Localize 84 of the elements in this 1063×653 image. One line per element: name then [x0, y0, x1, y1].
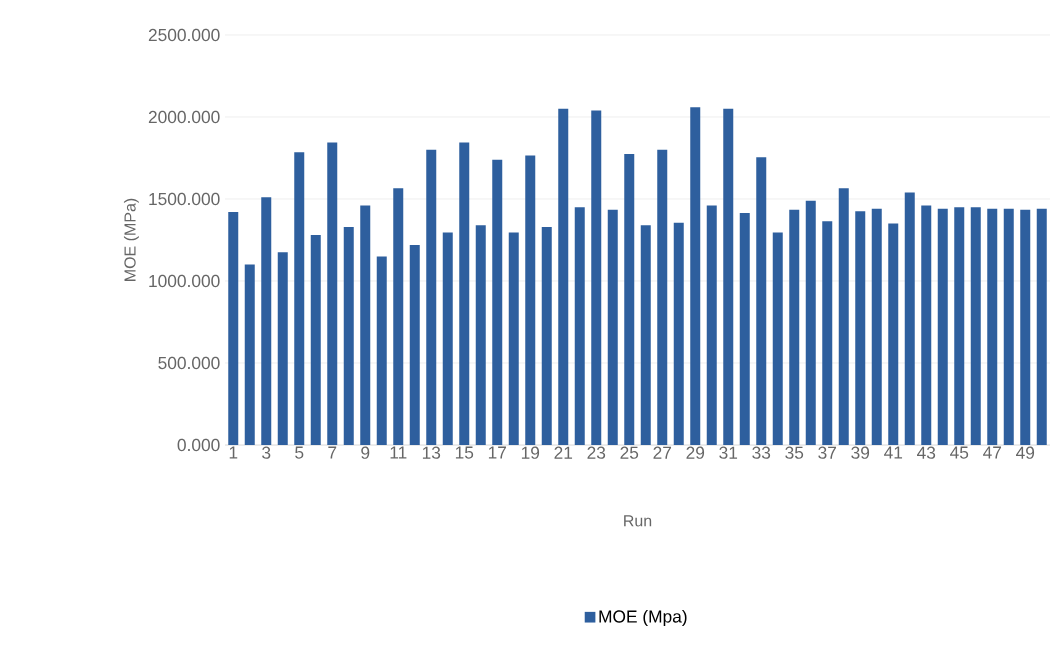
bar	[376, 256, 387, 445]
y-tick-label: 1000.000	[149, 274, 220, 288]
x-tick-label: 41	[884, 446, 903, 459]
bar	[277, 252, 288, 445]
y-tick-label: 0.000	[177, 438, 220, 452]
bar	[1020, 209, 1031, 445]
x-tick-label: 11	[390, 446, 407, 459]
bar	[739, 212, 750, 445]
x-tick-label: 21	[554, 446, 573, 459]
bar	[294, 152, 305, 445]
x-tick-label: 15	[455, 446, 474, 459]
bar	[393, 188, 404, 445]
x-axis-title: Run	[624, 515, 652, 527]
bar	[706, 205, 717, 445]
bar	[673, 222, 684, 445]
x-tick-label: 3	[262, 446, 271, 459]
x-tick-label: 9	[361, 446, 370, 459]
bar	[690, 107, 701, 445]
bar	[343, 226, 354, 445]
y-tick-label: 1500.000	[149, 192, 220, 206]
x-tick-label: 29	[686, 446, 705, 459]
x-tick-label: 27	[653, 446, 672, 459]
bar	[822, 221, 833, 445]
y-tick-label: 2000.000	[148, 110, 220, 124]
bar	[591, 110, 602, 445]
x-tick-label: 5	[295, 446, 304, 459]
bar	[921, 205, 932, 445]
bar	[1003, 208, 1014, 445]
bar	[261, 197, 272, 445]
x-tick-label: 43	[917, 446, 936, 459]
bar	[360, 205, 371, 445]
bar	[310, 235, 321, 445]
x-tick-label: 13	[422, 446, 441, 459]
bar	[838, 188, 849, 445]
x-tick-label: 25	[620, 446, 639, 459]
bar	[657, 149, 668, 445]
bar	[970, 207, 981, 445]
bar	[327, 142, 338, 445]
bar	[888, 223, 899, 445]
x-tick-label: 17	[488, 446, 507, 459]
bar	[805, 200, 816, 445]
x-tick-label: 35	[785, 446, 804, 459]
bar	[640, 225, 651, 445]
x-tick-label: 37	[818, 446, 837, 459]
bar	[508, 232, 519, 445]
bar	[904, 192, 915, 445]
bar	[574, 207, 585, 445]
bar	[459, 142, 470, 445]
bar	[954, 207, 965, 445]
x-tick-label: 45	[950, 446, 969, 459]
bar	[1036, 208, 1047, 445]
bar	[541, 226, 552, 445]
x-tick-label: 23	[587, 446, 606, 459]
bar	[228, 212, 239, 445]
bar	[772, 232, 783, 445]
x-tick-label: 47	[983, 446, 1002, 459]
bar	[492, 159, 503, 445]
y-tick-label: 500.000	[158, 356, 220, 370]
bar	[607, 209, 618, 445]
legend-label: MOE (Mpa)	[599, 609, 687, 627]
x-tick-label: 1	[229, 446, 238, 459]
x-tick-label: 7	[328, 446, 337, 459]
y-tick-label: 2500.000	[148, 28, 220, 42]
bar	[409, 244, 420, 445]
y-axis-title: MOE (MPa)	[123, 198, 139, 281]
bar	[244, 264, 255, 445]
bar	[756, 157, 767, 445]
bar	[723, 108, 734, 445]
bar	[558, 108, 569, 445]
bar	[624, 153, 635, 445]
x-tick-label: 31	[719, 446, 738, 459]
x-tick-label: 33	[752, 446, 771, 459]
bar	[525, 155, 536, 445]
bar	[855, 211, 866, 445]
x-tick-label: 49	[1016, 446, 1035, 459]
bar	[442, 232, 453, 445]
bar	[871, 208, 882, 445]
bar	[987, 208, 998, 445]
bar	[789, 209, 800, 445]
x-tick-label: 39	[851, 446, 870, 459]
x-tick-label: 19	[521, 446, 540, 459]
bar	[475, 225, 486, 445]
bar	[937, 208, 948, 445]
bar	[426, 149, 437, 445]
